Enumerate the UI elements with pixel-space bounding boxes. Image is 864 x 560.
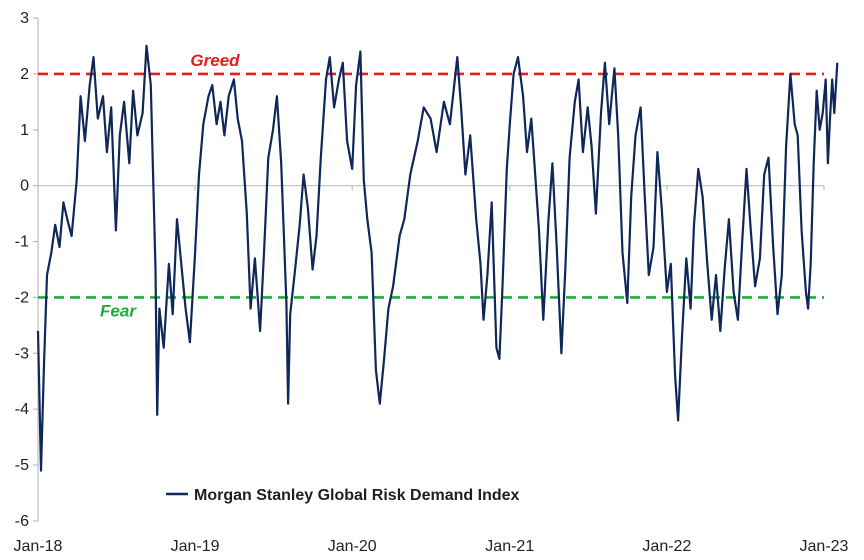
fear-label: Fear — [100, 301, 137, 320]
y-tick-label: -1 — [15, 234, 29, 251]
y-tick-label: -6 — [15, 513, 29, 530]
x-tick-label: Jan-22 — [642, 538, 691, 555]
y-tick-label: -4 — [15, 401, 29, 418]
y-tick-label: 0 — [20, 178, 29, 195]
x-tick-label: Jan-21 — [485, 538, 534, 555]
x-tick-label: Jan-19 — [171, 538, 220, 555]
y-tick-label: -2 — [15, 289, 29, 306]
x-tick-label: Jan-18 — [14, 538, 63, 555]
series-line-risk-demand-index — [36, 44, 839, 472]
x-tick-label: Jan-20 — [328, 538, 377, 555]
greed-label: Greed — [190, 51, 240, 70]
y-tick-label: -3 — [15, 345, 29, 362]
y-tick-label: 1 — [20, 122, 29, 139]
x-tick-label: Jan-23 — [800, 538, 849, 555]
y-tick-label: -5 — [15, 457, 29, 474]
y-tick-label: 3 — [20, 10, 29, 27]
legend-label: Morgan Stanley Global Risk Demand Index — [194, 487, 520, 504]
y-tick-label: 2 — [20, 66, 29, 83]
